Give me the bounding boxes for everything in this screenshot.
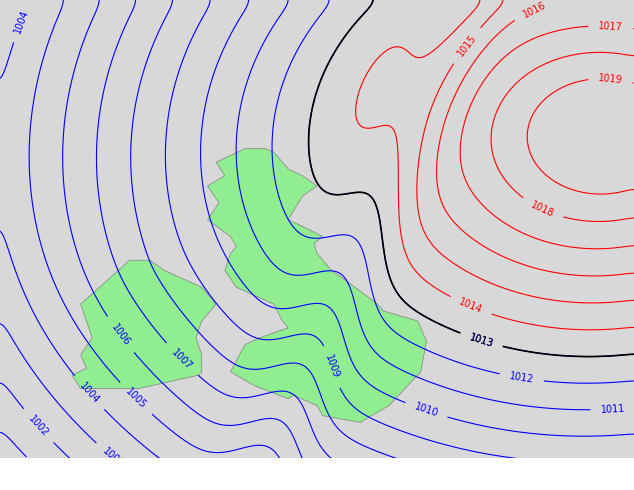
Text: 1019: 1019 (598, 73, 623, 85)
Polygon shape (72, 260, 216, 389)
Text: 1006: 1006 (109, 322, 132, 348)
Text: 1014: 1014 (458, 297, 484, 316)
Text: 1017: 1017 (598, 21, 623, 32)
Text: 1018: 1018 (529, 199, 555, 219)
Text: 1002: 1002 (27, 414, 50, 439)
Text: 1013: 1013 (468, 332, 495, 349)
Text: © weatheronline.co.uk: © weatheronline.co.uk (486, 478, 628, 488)
Text: 1010: 1010 (413, 402, 439, 419)
Text: 1011: 1011 (600, 403, 625, 415)
Text: 1004: 1004 (12, 8, 30, 34)
Text: 1008: 1008 (445, 468, 471, 483)
Text: Surface pressure [hPa] ECMWF: Surface pressure [hPa] ECMWF (6, 473, 195, 483)
Text: 1015: 1015 (455, 32, 478, 58)
Text: 1016: 1016 (521, 0, 548, 20)
Text: 1012: 1012 (508, 371, 534, 385)
Text: 1013: 1013 (468, 332, 495, 349)
Text: 1003: 1003 (100, 446, 126, 470)
Text: 1005: 1005 (124, 387, 148, 411)
Text: Fr 27-09-2024 18:00 UTC (00+186): Fr 27-09-2024 18:00 UTC (00+186) (411, 466, 628, 475)
Text: 1004: 1004 (77, 380, 101, 405)
Text: 1007: 1007 (170, 347, 194, 372)
Polygon shape (207, 148, 427, 422)
Text: 1001: 1001 (30, 461, 55, 485)
Text: 1009: 1009 (323, 354, 341, 380)
